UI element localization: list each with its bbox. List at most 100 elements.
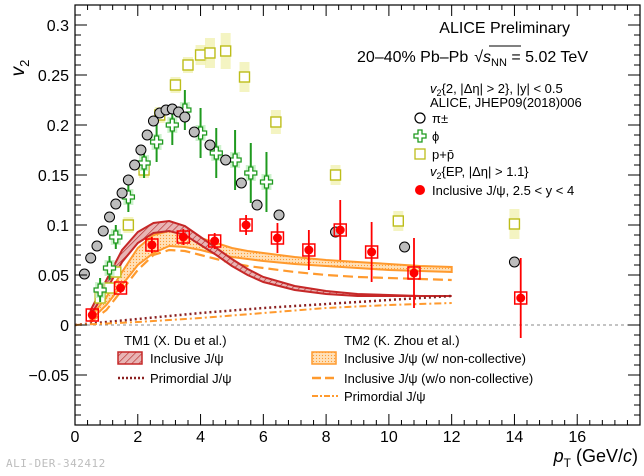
method-jpsi-v: v	[430, 164, 438, 179]
data-points	[78, 33, 528, 338]
x-tick-label: 10	[380, 429, 398, 446]
phi-point	[259, 175, 274, 189]
x-axis-label-unit-c: c	[623, 446, 632, 466]
proton-point	[270, 116, 282, 128]
axes: 0 2 4 6 8 10 12 14 16 −0.05 0 0.05 0.1 0.15 0.2 0.25 0.3	[29, 4, 641, 446]
x-tick-label: 8	[322, 429, 331, 446]
phi-marker	[93, 283, 107, 297]
pion-point	[91, 240, 103, 252]
pion-point	[251, 199, 263, 211]
jpsi-point	[210, 236, 220, 246]
legend-pion-label: π±	[432, 111, 448, 126]
sqrt-symbol: √	[474, 49, 483, 66]
legend-jpsi-marker	[415, 185, 425, 195]
legend-phi-marker	[413, 129, 427, 143]
x-tick-label: 0	[71, 429, 80, 446]
legend-tm2-without-label: Inclusive J/ψ (w/o non-collective)	[344, 371, 533, 386]
phi-point	[244, 166, 258, 180]
proton-point	[122, 219, 135, 231]
energy-var: s	[483, 49, 491, 66]
method-jpsi-rest: {EP, |Δη| > 1.1}	[442, 164, 530, 179]
jpsi-syst-box	[85, 308, 100, 322]
legend-jpsi-label: Inclusive J/ψ, 2.5 < y < 4	[432, 183, 574, 198]
proton-point	[508, 218, 521, 230]
proton-point	[204, 47, 216, 59]
method-light-v: v	[430, 81, 438, 96]
tm2-inclusive-without-noncollective-curve	[90, 248, 452, 323]
jpsi-point	[409, 268, 419, 278]
pion-point	[179, 111, 191, 123]
collision-system-label: 20–40% Pb–Pb √sNN = 5.02 TeV	[357, 49, 588, 69]
phi-point	[149, 135, 164, 149]
jpsi-point	[116, 283, 126, 293]
y-axis-label-main: v	[8, 65, 29, 76]
jpsi-syst-box	[176, 230, 191, 244]
light-flavour-method: v2{2, |Δη| > 2}, |y| < 0.5	[430, 81, 563, 98]
proton-point	[238, 71, 251, 83]
proton-point	[392, 215, 405, 227]
x-tick-label: 14	[506, 429, 524, 446]
y-tick-label: −0.05	[29, 368, 70, 385]
jpsi-syst-box	[145, 238, 159, 252]
jpsi-syst-box	[207, 234, 222, 248]
x-tick-label: 2	[133, 429, 142, 446]
jpsi-syst-box	[302, 243, 316, 257]
pion-point	[129, 159, 141, 171]
x-axis-label-unit-end: )	[632, 446, 638, 466]
legend-tm1-primordial-label: Primordial J/ψ	[150, 371, 232, 386]
method-jpsi-2: 2	[437, 171, 442, 181]
jpsi-syst-box	[333, 223, 347, 237]
jpsi-point	[304, 245, 314, 255]
jpsi-syst-box	[239, 218, 253, 232]
jpsi-point	[367, 247, 377, 257]
pion-point	[273, 209, 285, 221]
jpsi-syst-box	[407, 266, 421, 280]
phi-point	[209, 146, 223, 160]
tm2-header: TM2 (K. Zhou et al.)	[344, 333, 460, 348]
proton-point	[219, 45, 232, 57]
tm1-header: TM1 (X. Du et al.)	[124, 333, 227, 348]
method-light-rest: {2, |Δη| > 2}, |y| < 0.5	[442, 81, 563, 96]
jpsi-point	[335, 225, 345, 235]
proton-point	[194, 49, 207, 61]
jpsi-point	[272, 233, 282, 243]
system-text: 20–40% Pb–Pb	[357, 49, 468, 66]
phi-point	[165, 118, 179, 132]
legend-tm2-band	[311, 351, 337, 365]
x-axis-label-unit: (GeV/	[571, 446, 623, 466]
proton-point	[182, 59, 194, 71]
pion-point	[97, 225, 109, 237]
x-axis-label: pT (GeV/c)	[553, 446, 638, 470]
pion-point	[141, 129, 153, 141]
phi-marker	[109, 230, 123, 244]
reference-label: ALICE, JHEP09(2018)006	[430, 95, 582, 110]
collaboration-label: ALICE Preliminary	[439, 20, 570, 37]
x-axis-label-sub: T	[564, 456, 572, 470]
legend-tm2-primordial-label: Primordial J/ψ	[344, 389, 426, 404]
pion-point	[78, 268, 90, 280]
jpsi-method: v2{EP, |Δη| > 1.1}	[430, 164, 529, 181]
jpsi-point	[241, 220, 251, 230]
proton-point	[329, 169, 342, 181]
pion-point	[104, 211, 116, 223]
x-tick-label: 6	[259, 429, 268, 446]
phi-marker	[244, 166, 258, 180]
tm1-primordial-curve	[75, 294, 452, 327]
x-tick-label: 16	[568, 429, 586, 446]
legend-tm2-with-label: Inclusive J/ψ (w/ non-collective)	[344, 351, 526, 366]
pion-point	[508, 256, 520, 268]
y-axis-label: v2	[8, 60, 32, 77]
phi-marker	[102, 261, 117, 275]
pion-point	[235, 177, 247, 189]
jpsi-syst-box	[513, 291, 528, 305]
x-tick-label: 12	[443, 429, 461, 446]
jpsi-syst-box	[364, 245, 379, 259]
pion-point	[116, 187, 128, 199]
jpsi-point	[147, 240, 157, 250]
phi-marker	[165, 118, 179, 132]
phi-marker	[259, 175, 274, 189]
y-tick-label: 0.05	[38, 268, 69, 285]
energy-value: = 5.02 TeV	[507, 49, 588, 66]
phi-marker	[209, 146, 223, 160]
